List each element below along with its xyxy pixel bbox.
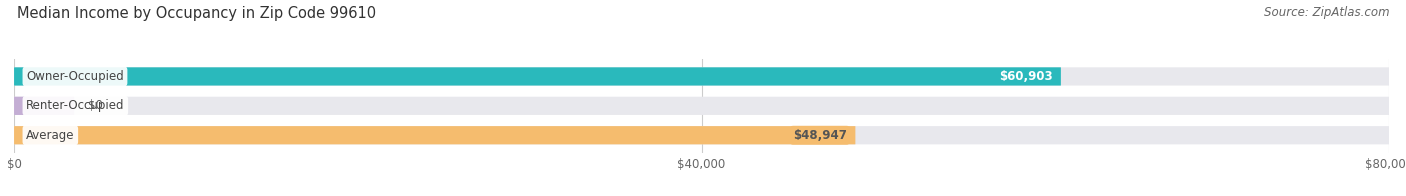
Text: Median Income by Occupancy in Zip Code 99610: Median Income by Occupancy in Zip Code 9… <box>17 6 375 21</box>
Text: $48,947: $48,947 <box>793 129 846 142</box>
Text: Source: ZipAtlas.com: Source: ZipAtlas.com <box>1264 6 1389 19</box>
Text: Renter-Occupied: Renter-Occupied <box>27 99 125 112</box>
FancyBboxPatch shape <box>14 67 1062 86</box>
Text: $60,903: $60,903 <box>998 70 1052 83</box>
FancyBboxPatch shape <box>14 97 1389 115</box>
FancyBboxPatch shape <box>14 97 75 115</box>
FancyBboxPatch shape <box>14 126 855 144</box>
Text: $0: $0 <box>89 99 103 112</box>
Text: Average: Average <box>27 129 75 142</box>
FancyBboxPatch shape <box>14 126 1389 144</box>
Text: Owner-Occupied: Owner-Occupied <box>27 70 124 83</box>
FancyBboxPatch shape <box>14 67 1389 86</box>
